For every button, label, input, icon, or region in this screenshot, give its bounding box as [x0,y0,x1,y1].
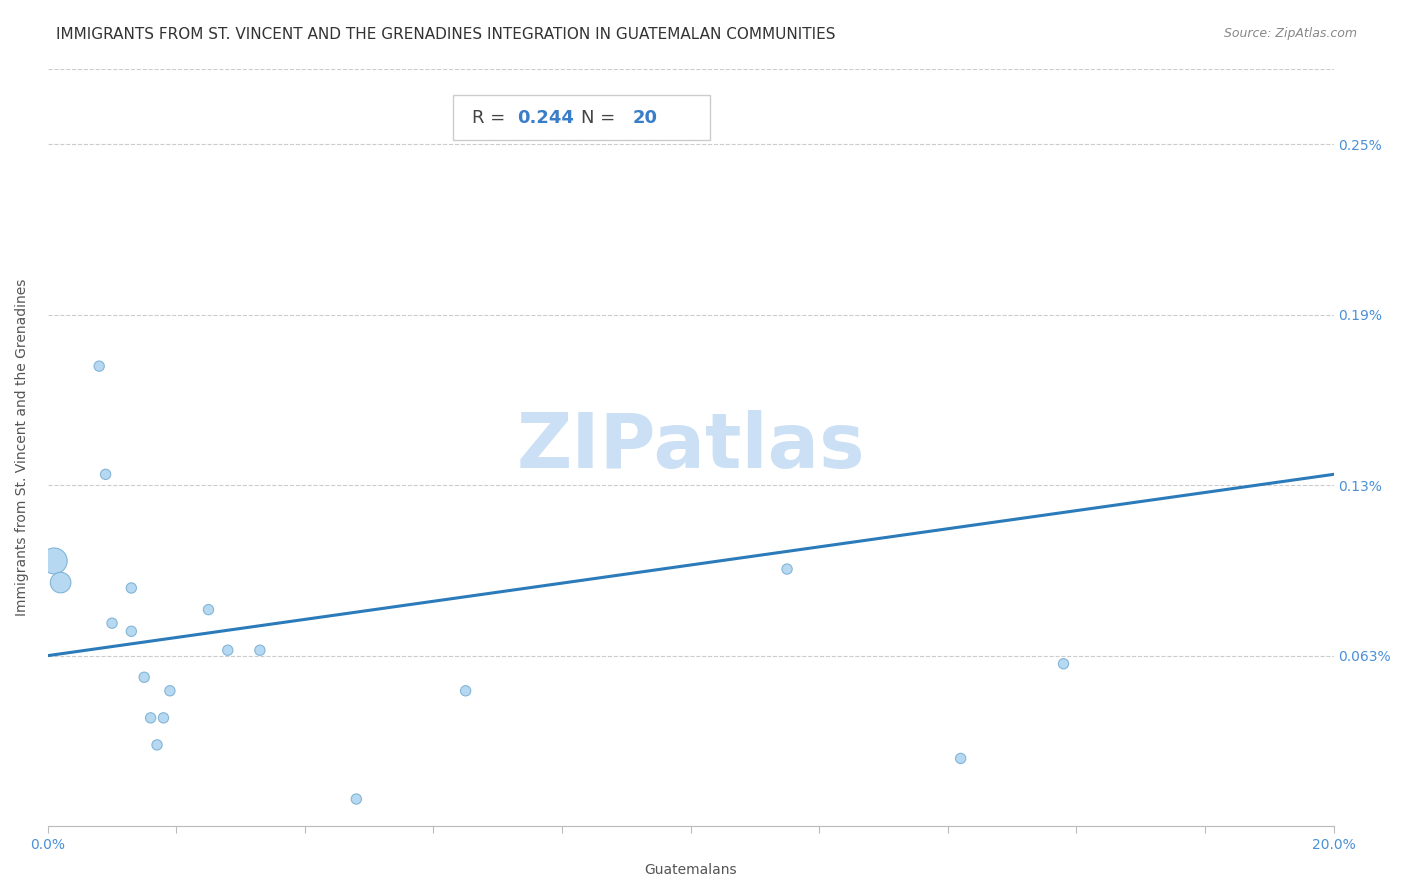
FancyBboxPatch shape [453,95,710,140]
Point [249,643,271,657]
Text: IMMIGRANTS FROM ST. VINCENT AND THE GRENADINES INTEGRATION IN GUATEMALAN COMMUNI: IMMIGRANTS FROM ST. VINCENT AND THE GREN… [56,27,835,42]
Point [44,554,66,568]
Point [120,624,142,639]
Text: R =: R = [472,109,510,127]
Text: Source: ZipAtlas.com: Source: ZipAtlas.com [1223,27,1357,40]
Point [94,467,117,482]
Point [197,602,219,616]
Text: N =: N = [581,109,621,127]
Point [146,738,169,752]
Y-axis label: Immigrants from St. Vincent and the Grenadines: Immigrants from St. Vincent and the Gren… [15,278,30,616]
Point [344,792,367,806]
Point [139,711,162,725]
Point [49,575,72,590]
Text: ZIPatlas: ZIPatlas [516,410,865,484]
Point [217,643,239,657]
Point [101,616,124,631]
Point [134,670,156,684]
Point [120,581,142,595]
Text: 20: 20 [633,109,658,127]
Point [152,711,174,725]
Point [454,683,477,698]
X-axis label: Guatemalans: Guatemalans [644,863,737,877]
Point [949,751,972,765]
Point [89,359,111,373]
Point [1052,657,1074,671]
Text: 0.244: 0.244 [517,109,574,127]
Point [776,562,799,576]
Point [159,683,181,698]
